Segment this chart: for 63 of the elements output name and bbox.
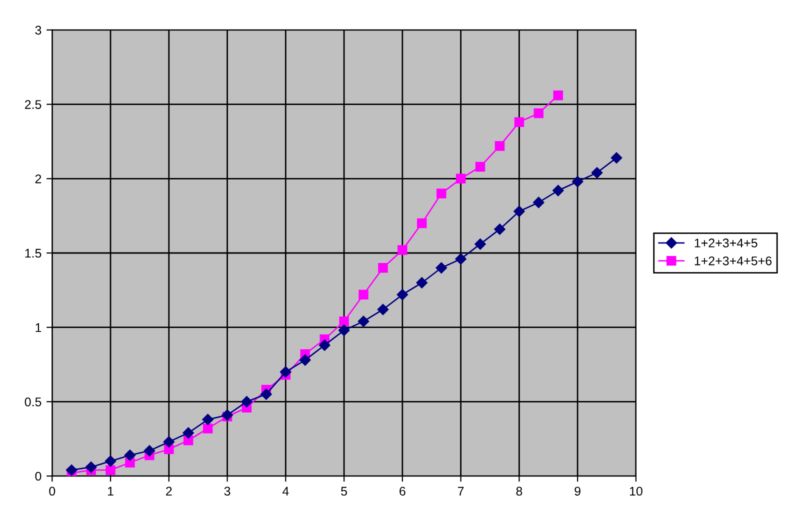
x-tick-label: 0 xyxy=(49,486,56,496)
point xyxy=(377,304,389,316)
point xyxy=(552,184,564,196)
point xyxy=(260,388,272,400)
point xyxy=(398,245,408,255)
point xyxy=(358,290,368,300)
point xyxy=(494,224,506,235)
y-tick-label: 1.5 xyxy=(25,248,42,258)
point xyxy=(300,354,311,366)
point xyxy=(591,167,603,178)
point xyxy=(514,117,524,128)
point xyxy=(436,262,447,274)
y-tick-label: 1 xyxy=(36,323,42,332)
x-tick-label: 3 xyxy=(224,486,230,496)
x-tick-label: 2 xyxy=(166,486,172,496)
point xyxy=(124,450,136,461)
point xyxy=(417,218,427,228)
point xyxy=(222,409,233,421)
point xyxy=(416,277,428,288)
point xyxy=(474,238,486,250)
x-tick-label: 4 xyxy=(282,486,289,496)
x-tick-label: 9 xyxy=(574,486,580,496)
point xyxy=(610,152,622,164)
x-tick-label: 5 xyxy=(341,486,347,496)
point xyxy=(455,253,466,265)
x-tick-label: 1 xyxy=(108,486,114,496)
point xyxy=(436,188,446,198)
point xyxy=(572,176,584,188)
y-tick-label: 0 xyxy=(35,472,42,481)
point xyxy=(319,340,330,351)
y-tick-label: 3 xyxy=(35,26,42,35)
point xyxy=(106,465,116,475)
x-tick-label: 7 xyxy=(458,486,464,496)
point xyxy=(534,108,544,118)
point xyxy=(163,436,175,448)
point xyxy=(85,462,97,473)
point xyxy=(241,396,252,408)
point xyxy=(104,456,116,467)
point xyxy=(514,206,525,217)
x-tick-label: 8 xyxy=(516,486,522,496)
point xyxy=(66,464,78,476)
point xyxy=(456,174,466,184)
legend-label: 1+2+3+4+5 xyxy=(694,238,758,248)
point xyxy=(378,263,388,273)
point xyxy=(339,316,349,326)
point xyxy=(202,424,213,434)
x-tick-label: 6 xyxy=(400,486,406,496)
point xyxy=(338,324,350,336)
point xyxy=(144,445,156,456)
point xyxy=(475,162,486,172)
point xyxy=(182,427,194,439)
y-tick-label: 2.5 xyxy=(24,100,42,109)
point xyxy=(358,316,370,328)
legend-label: 1+2+3+4+5+6 xyxy=(694,256,772,266)
point xyxy=(533,196,544,208)
point xyxy=(202,414,214,426)
x-tick-label: 10 xyxy=(630,486,642,496)
point xyxy=(553,90,563,100)
point xyxy=(396,289,408,300)
y-tick-label: 0.5 xyxy=(24,397,42,406)
point xyxy=(494,141,505,151)
point xyxy=(280,366,292,378)
y-tick-label: 2 xyxy=(35,174,42,184)
